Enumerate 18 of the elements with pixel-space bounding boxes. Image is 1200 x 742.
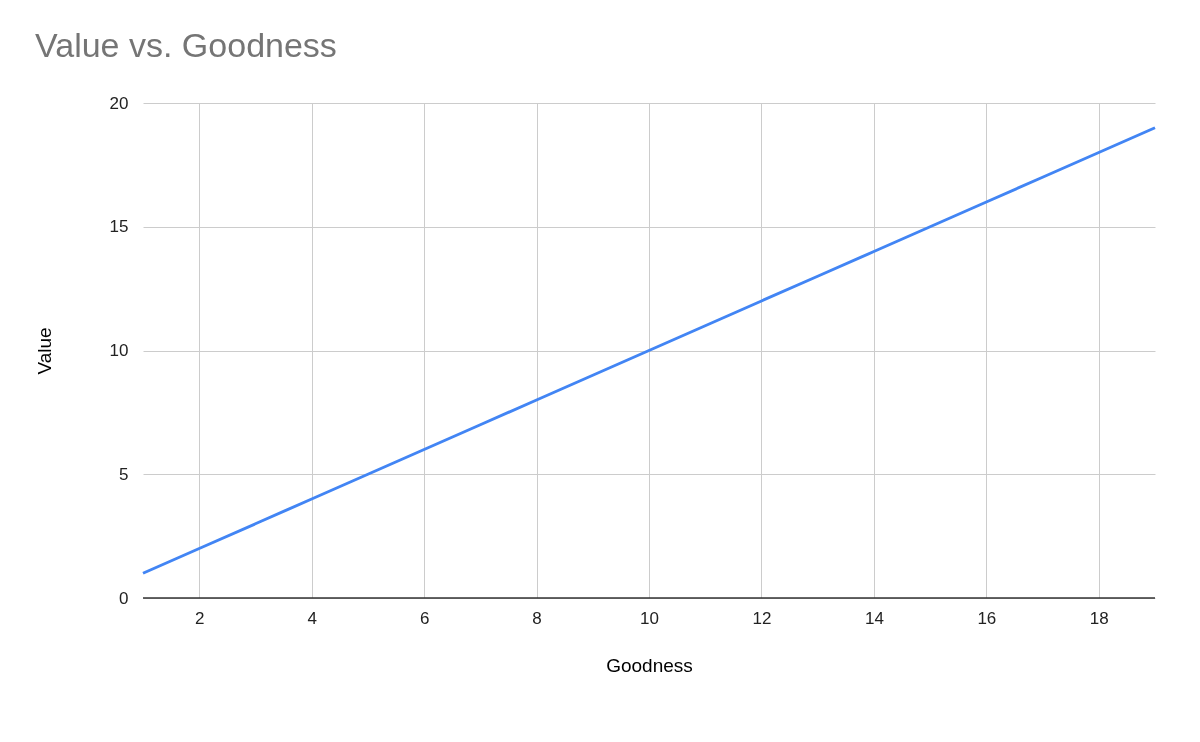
x-tick-label: 16 [977,608,997,628]
y-tick-label: 0 [119,588,129,608]
x-axis-title: Goodness [606,654,693,676]
chart-title: Value vs. Goodness [35,26,337,64]
x-tick-label: 6 [419,608,430,628]
y-tick-label: 20 [109,93,129,113]
y-tick-label: 10 [109,341,129,360]
x-tick-label: 18 [1089,608,1109,628]
x-tick-label: 8 [532,608,542,628]
y-tick-label: 5 [119,464,129,484]
x-tick-label: 12 [752,608,772,628]
y-tick-label: 15 [109,217,129,237]
x-tick-label: 4 [307,608,317,628]
x-tick-label: 2 [194,608,205,628]
y-axis-title: Value [33,327,55,375]
x-tick-label: 14 [864,608,884,628]
x-tick-label: 10 [640,608,659,628]
line-series [141,126,1157,575]
